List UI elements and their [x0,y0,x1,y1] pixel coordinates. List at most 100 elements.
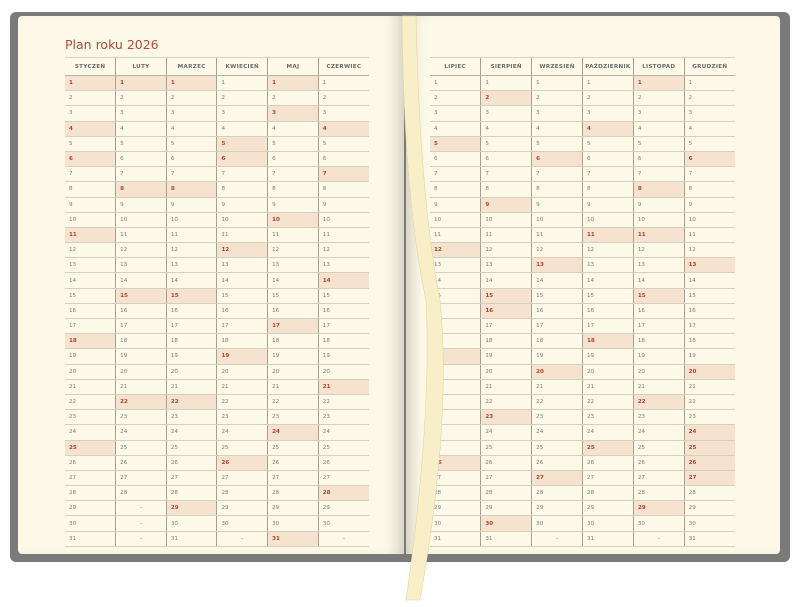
day-cell: 24 [115,424,167,441]
day-cell: 28 [531,485,583,502]
day-cell: 30 [216,515,268,532]
day-cell: 2 [581,90,634,107]
day-cell: 5 [317,136,369,152]
day-cell: 26 [115,455,167,471]
day-cell: 21 [267,379,319,395]
day-cell: 6 [115,151,167,168]
day-cell: 26 [581,455,634,471]
day-cell: 26 [317,455,369,471]
day-cell: 12 [531,242,583,259]
day-cell: 28 [216,485,268,502]
day-cell-holiday: 15 [632,288,685,304]
day-cell: 3 [581,105,634,122]
page-title: Plan roku 2026 [65,37,159,52]
day-cell-empty: – [115,515,167,532]
day-cell: 7 [430,166,481,183]
day-cell: 14 [581,272,634,289]
day-cell-holiday: 20 [531,364,583,380]
day-cell: 27 [65,470,116,487]
day-cell: 5 [267,136,319,152]
day-cell: 26 [165,455,217,471]
day-cell: 17 [531,318,583,335]
day-cell-holiday: 9 [480,197,532,213]
day-cell: 27 [632,470,685,487]
day-cell-holiday: 26 [430,455,481,471]
day-cell: 23 [683,409,735,426]
day-cell: 28 [430,485,481,502]
day-cell-holiday: 28 [317,485,369,502]
day-cell: 19 [581,348,634,365]
day-cell: 2 [683,90,735,107]
day-cell: 25 [317,440,369,456]
day-cell-holiday: 24 [683,424,735,441]
day-cell: 25 [531,440,583,456]
day-cell: 23 [531,409,583,426]
day-cell: 4 [480,121,532,137]
day-cell: 11 [317,227,369,244]
day-cell: 23 [317,409,369,426]
day-cell: 31 [581,531,634,547]
day-cell: 13 [115,257,167,274]
month-header: LIPIEC [430,57,481,76]
day-cell: 25 [267,440,319,456]
day-cell: 28 [165,485,217,502]
day-cell-holiday: 19 [216,348,268,365]
day-cell: 26 [632,455,685,471]
day-cell-holiday: 1 [165,75,217,92]
day-cell: 27 [480,470,532,487]
day-cell: 17 [581,318,634,335]
day-cell-holiday: 8 [165,181,217,198]
day-cell: 1 [317,75,369,92]
day-cell-holiday: 20 [683,364,735,380]
day-cell: 4 [531,121,583,137]
day-cell: 8 [65,181,116,198]
day-cell: 31 [430,531,481,547]
day-cell: 6 [632,151,685,168]
day-cell: 30 [267,515,319,532]
day-cell: 23 [267,409,319,426]
day-cell: 22 [65,394,116,411]
day-cell-holiday: 16 [480,303,532,320]
day-cell-holiday: 3 [267,105,319,122]
day-cell: 9 [581,197,634,213]
day-cell-holiday: 22 [632,394,685,411]
day-cell-holiday: 23 [480,409,532,426]
day-cell: 7 [165,166,217,183]
day-cell-holiday: 5 [216,136,268,152]
day-row: 10 10 10 10 10 10 [65,212,369,228]
day-cell: 28 [480,485,532,502]
day-row: 31–31–31– [65,531,369,547]
day-cell: 3 [480,105,532,122]
day-cell: 12 [317,242,369,259]
day-cell: 5 [165,136,217,152]
day-cell-holiday: 13 [683,257,735,274]
day-cell: 27 [581,470,634,487]
day-cell: 27 [267,470,319,487]
day-cell: 10 [65,212,116,228]
day-cell: 11 [216,227,268,244]
day-cell-holiday: 15 [165,288,217,304]
day-cell: 16 [581,303,634,320]
day-cell: 22 [216,394,268,411]
day-cell: 18 [216,333,268,350]
day-cell: 2 [317,90,369,107]
day-row: 14 14 14 14 14 14 [430,272,735,289]
day-cell: 13 [581,257,634,274]
day-cell: 4 [267,121,319,137]
day-cell: 12 [581,242,634,259]
day-cell: 26 [531,455,583,471]
day-cell: 14 [531,272,583,289]
day-cell-holiday: 6 [531,151,583,168]
